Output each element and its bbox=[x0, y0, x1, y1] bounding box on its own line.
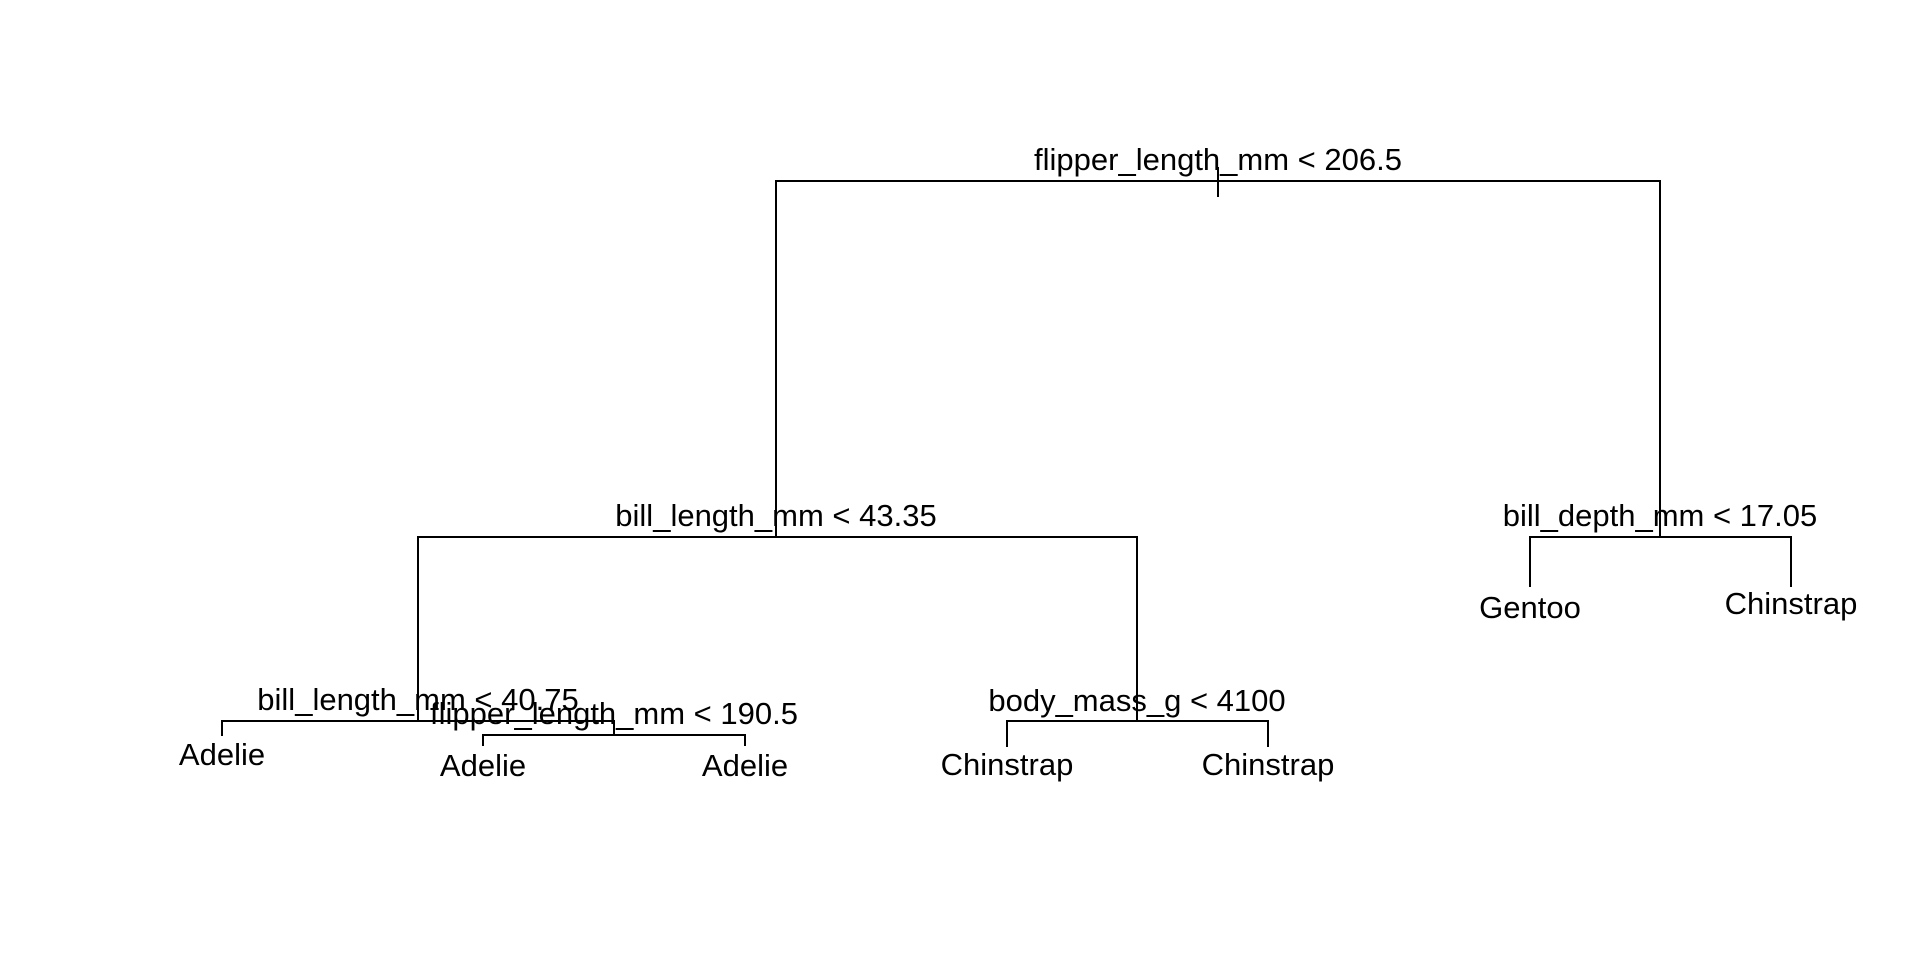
right-split-label: bill_depth_mm < 17.05 bbox=[1503, 498, 1818, 533]
node-right: bill_depth_mm < 17.05 Gentoo Chinstrap bbox=[1479, 498, 1857, 625]
leaf-chinstrap-1: Chinstrap bbox=[941, 747, 1074, 782]
node-root: flipper_length_mm < 206.5 bbox=[775, 142, 1661, 538]
node-left: bill_length_mm < 43.35 bbox=[417, 498, 1138, 722]
leaf-adelie-2: Adelie bbox=[440, 748, 526, 783]
node-left-right: body_mass_g < 4100 Chinstrap Chinstrap bbox=[941, 683, 1335, 782]
leaf-adelie-1: Adelie bbox=[179, 737, 265, 772]
leaf-chinstrap-right: Chinstrap bbox=[1725, 586, 1858, 621]
leaf-gentoo: Gentoo bbox=[1479, 590, 1581, 625]
ll-split-label: bill_length_mm < 40.75 bbox=[257, 682, 578, 717]
left-split-label: bill_length_mm < 43.35 bbox=[615, 498, 936, 533]
leaf-adelie-3: Adelie bbox=[702, 748, 788, 783]
llr-split-label: flipper_length_mm < 190.5 bbox=[430, 696, 798, 731]
root-split-label: flipper_length_mm < 206.5 bbox=[1034, 142, 1402, 177]
lr-split-label: body_mass_g < 4100 bbox=[988, 683, 1285, 718]
leaf-chinstrap-2: Chinstrap bbox=[1202, 747, 1335, 782]
node-left-left-right: flipper_length_mm < 190.5 Adelie Adelie bbox=[430, 696, 798, 783]
node-left-left: bill_length_mm < 40.75 Adelie bbox=[179, 682, 615, 772]
